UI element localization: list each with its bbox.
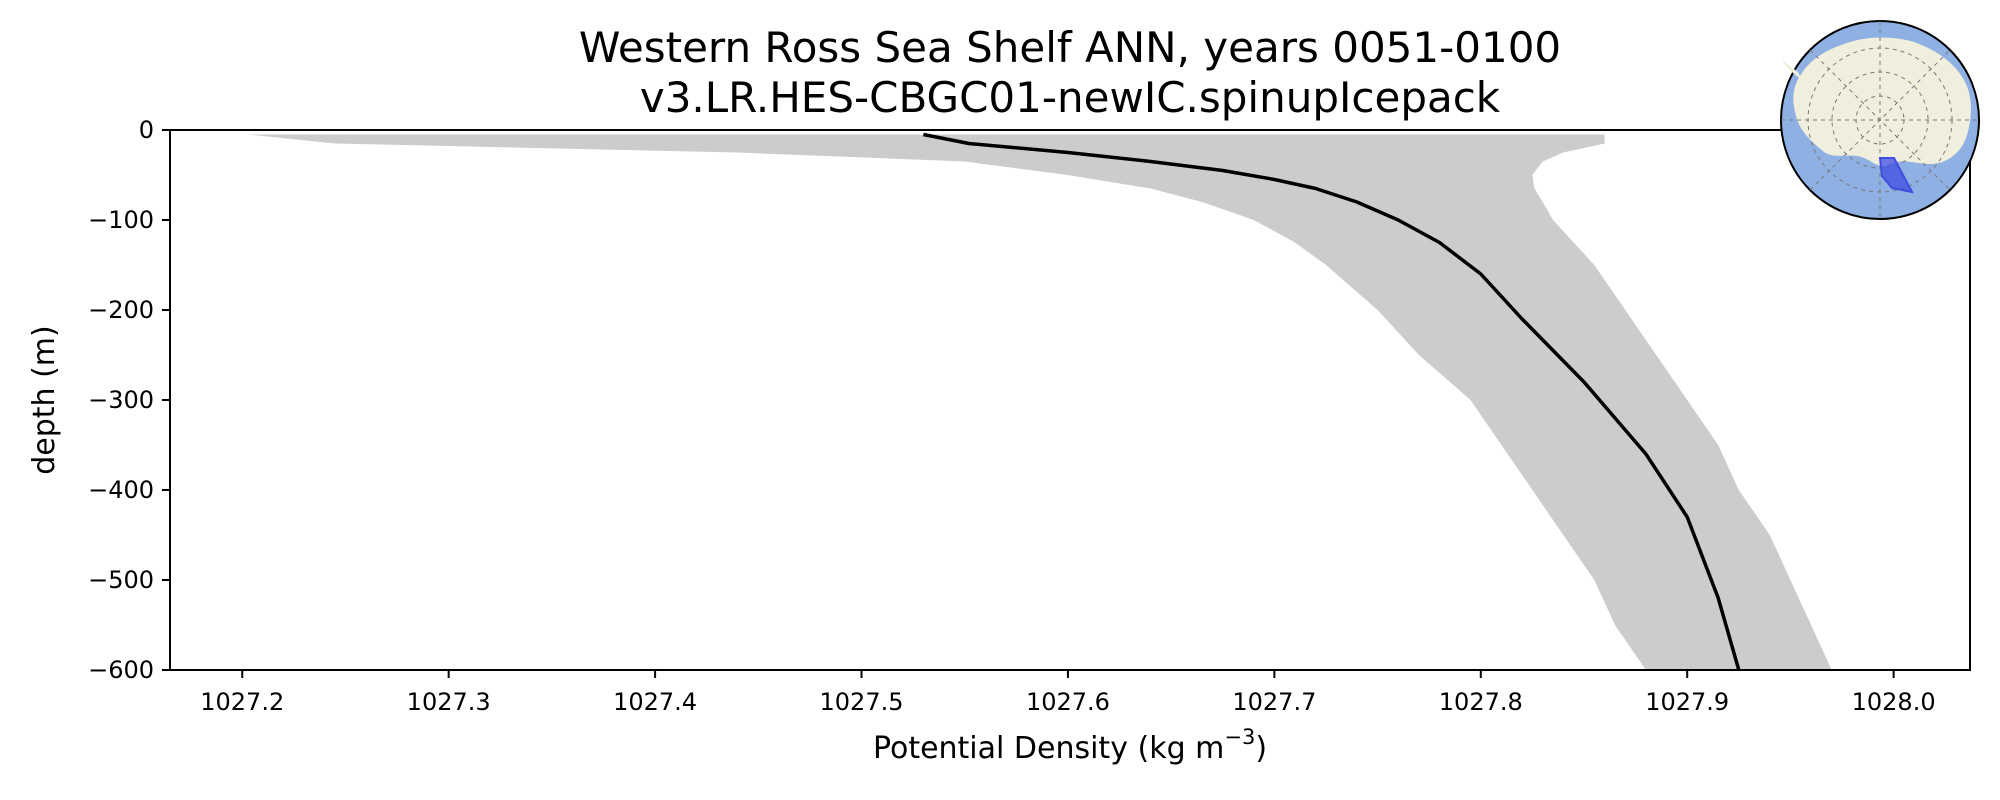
y-axis: 0 −100 −200 −300 −400 −500 −600 — [88, 116, 170, 684]
x-tick-label: 1027.5 — [820, 688, 904, 716]
mean-profile-line — [923, 132, 1741, 671]
y-tick-label: −400 — [88, 476, 154, 504]
y-tick-label: −100 — [88, 206, 154, 234]
chart-subtitle: v3.LR.HES-CBGC01-newIC.spinupIcepack — [640, 73, 1501, 122]
x-tick-label: 1028.0 — [1852, 688, 1936, 716]
x-axis-label: Potential Density (kg m−3) — [873, 725, 1267, 766]
plot-area — [248, 132, 1832, 671]
y-tick-label: −200 — [88, 296, 154, 324]
y-tick-label: −600 — [88, 656, 154, 684]
y-tick-label: 0 — [139, 116, 154, 144]
x-tick-label: 1027.6 — [1026, 688, 1110, 716]
chart-title: Western Ross Sea Shelf ANN, years 0051-0… — [579, 23, 1561, 72]
y-axis-label: depth (m) — [27, 325, 62, 475]
inset-graticule — [1781, 21, 1979, 219]
region-inset-map — [1780, 20, 1980, 220]
range-band — [248, 134, 1832, 670]
inset-antarctica-landmass — [1793, 37, 1971, 167]
x-tick-label: 1027.8 — [1439, 688, 1523, 716]
x-tick-label: 1027.2 — [200, 688, 284, 716]
x-tick-label: 1027.3 — [407, 688, 491, 716]
y-tick-label: −300 — [88, 386, 154, 414]
inset-western-ross-sea-region — [1878, 157, 1914, 194]
x-tick-label: 1027.9 — [1645, 688, 1729, 716]
y-tick-label: −500 — [88, 566, 154, 594]
x-axis: 1027.2 1027.3 1027.4 1027.5 1027.6 1027.7 1027… — [200, 670, 1936, 716]
x-tick-label: 1027.4 — [613, 688, 697, 716]
inset-antarctic-peninsula — [1782, 60, 1802, 80]
x-axis-label-exponent: −3 — [1224, 725, 1255, 749]
x-tick-label: 1027.7 — [1232, 688, 1316, 716]
